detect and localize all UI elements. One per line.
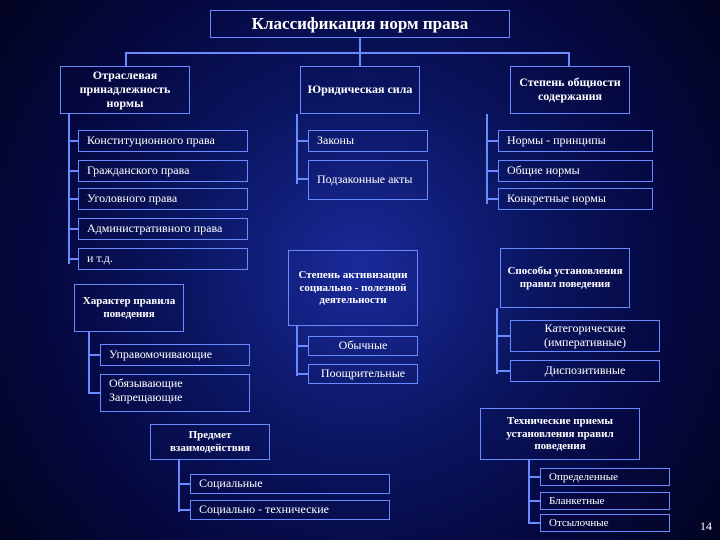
activation-item-0: Обычные — [308, 336, 418, 356]
col1-item-1: Гражданского права — [78, 160, 248, 182]
col2-item-0: Законы — [308, 130, 428, 152]
connector — [178, 460, 180, 512]
col2-header: Юридическая сила — [300, 66, 420, 114]
connector — [496, 308, 498, 374]
connector — [88, 332, 90, 394]
connector — [486, 140, 498, 142]
connector — [296, 140, 308, 142]
connector — [125, 52, 127, 66]
activation-item-1: Поощрительные — [308, 364, 418, 384]
subject-item-0: Социальные — [190, 474, 390, 494]
technical-item-1: Бланкетные — [540, 492, 670, 510]
connector — [296, 373, 308, 375]
connector — [125, 52, 570, 54]
connector — [486, 170, 498, 172]
technical-item-0: Определенные — [540, 468, 670, 486]
character-header: Характер правила поведения — [74, 284, 184, 332]
connector — [296, 114, 298, 184]
col1-item-3: Административного права — [78, 218, 248, 240]
col1-item-0: Конституционного права — [78, 130, 248, 152]
connector — [68, 228, 78, 230]
connector — [178, 483, 190, 485]
connector — [68, 258, 78, 260]
subject-item-1: Социально - технические — [190, 500, 390, 520]
diagram-title: Классификация норм права — [210, 10, 510, 38]
subject-header: Предмет взаимодействия — [150, 424, 270, 460]
connector — [68, 114, 70, 264]
col1-header: Отраслевая принадлежность нормы — [60, 66, 190, 114]
connector — [486, 198, 498, 200]
connector — [88, 354, 100, 356]
connector — [68, 140, 78, 142]
connector — [68, 198, 78, 200]
connector — [496, 335, 510, 337]
connector — [528, 522, 540, 524]
connector — [296, 326, 298, 376]
methods-header: Способы установления правил поведения — [500, 248, 630, 308]
col3-header: Степень общности содержания — [510, 66, 630, 114]
connector — [568, 52, 570, 66]
connector — [359, 52, 361, 66]
methods-item-0: Категорические (императивные) — [510, 320, 660, 352]
connector — [296, 178, 308, 180]
activation-header: Степень активизации социально - полезной… — [288, 250, 418, 326]
connector — [296, 345, 308, 347]
page-number: 14 — [700, 519, 712, 534]
col2-item-1: Подзаконные акты — [308, 160, 428, 200]
character-item-1-text: Обязывающие — [109, 377, 183, 391]
connector — [528, 476, 540, 478]
col1-item-2: Уголовного права — [78, 188, 248, 210]
technical-item-2: Отсылочные — [540, 514, 670, 532]
character-item-1: Обязывающие Запрещающие — [100, 374, 250, 412]
col1-item-4: и т.д. — [78, 248, 248, 270]
connector — [528, 460, 530, 524]
character-item-0: Управомочивающие — [100, 344, 250, 366]
connector — [496, 370, 510, 372]
col3-item-2: Конкретные нормы — [498, 188, 653, 210]
methods-item-1: Диспозитивные — [510, 360, 660, 382]
col3-item-0: Нормы - принципы — [498, 130, 653, 152]
connector — [486, 114, 488, 204]
col3-item-1: Общие нормы — [498, 160, 653, 182]
technical-header: Технические приемы установления правил п… — [480, 408, 640, 460]
character-item-2-text: Запрещающие — [109, 391, 182, 405]
connector — [178, 509, 190, 511]
connector — [68, 170, 78, 172]
connector — [528, 500, 540, 502]
connector — [88, 392, 100, 394]
connector — [359, 38, 361, 52]
